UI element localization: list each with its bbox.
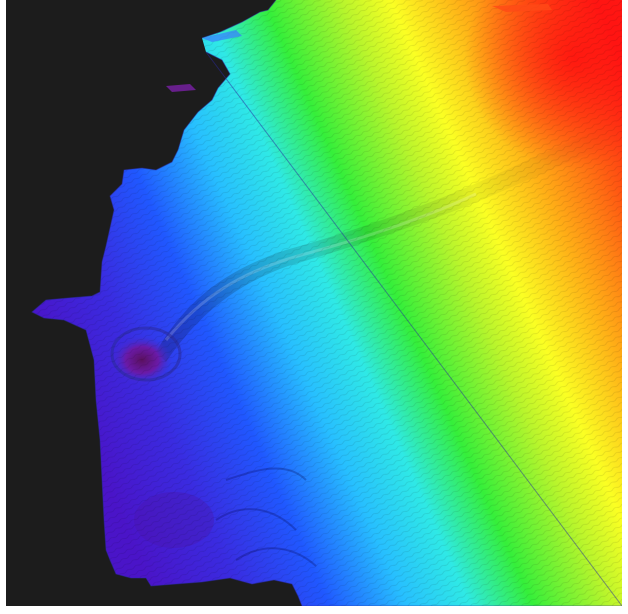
bathymetry-render <box>6 0 622 606</box>
3d-viewport[interactable] <box>6 0 622 606</box>
